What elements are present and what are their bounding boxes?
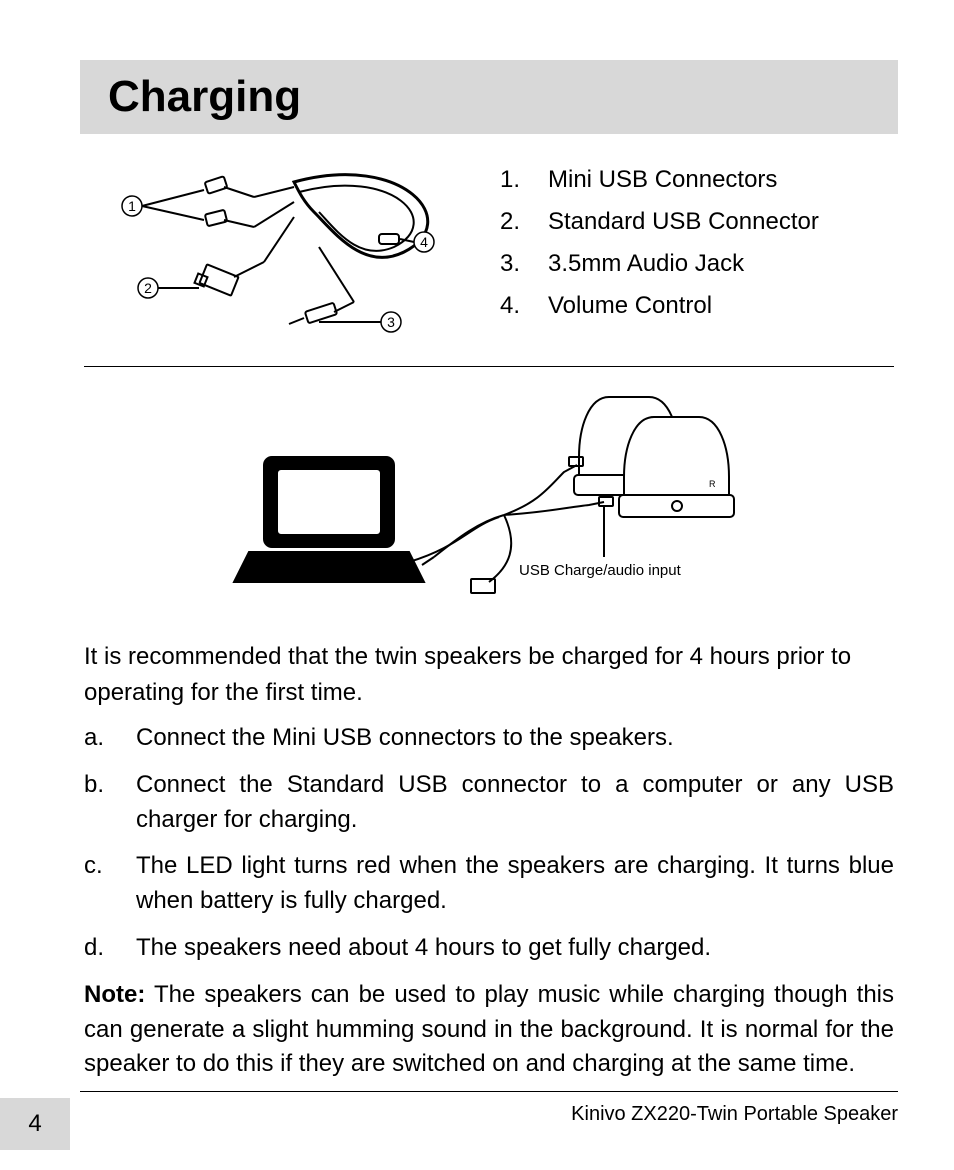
step-text: Connect the Mini USB connectors to the s… — [136, 721, 674, 756]
diagram-caption: USB Charge/audio input — [519, 562, 682, 579]
legend-label: Standard USB Connector — [548, 204, 819, 240]
cable-legend-section: 1 2 3 4 1. Mini USB Connectors 2. Standa… — [104, 162, 898, 342]
parts-legend: 1. Mini USB Connectors 2. Standard USB C… — [500, 162, 898, 330]
step-item: c. The LED light turns red when the spea… — [84, 849, 894, 919]
step-item: d. The speakers need about 4 hours to ge… — [84, 931, 894, 966]
page-number-value: 4 — [28, 1110, 41, 1138]
step-letter: d. — [84, 931, 136, 966]
legend-item: 3. 3.5mm Audio Jack — [500, 246, 898, 282]
step-text: The LED light turns red when the speaker… — [136, 849, 894, 919]
legend-label: 3.5mm Audio Jack — [548, 246, 744, 282]
legend-item: 4. Volume Control — [500, 288, 898, 324]
legend-num: 2. — [500, 204, 548, 240]
step-item: b. Connect the Standard USB connector to… — [84, 768, 894, 838]
step-text: The speakers need about 4 hours to get f… — [136, 931, 711, 966]
steps-list: a. Connect the Mini USB connectors to th… — [84, 721, 894, 966]
legend-label: Volume Control — [548, 288, 712, 324]
section-title-bar: Charging — [80, 60, 898, 134]
step-letter: c. — [84, 849, 136, 919]
legend-label: Mini USB Connectors — [548, 162, 777, 198]
step-letter: b. — [84, 768, 136, 838]
callout-1: 1 — [128, 198, 136, 214]
svg-text:R: R — [709, 479, 716, 489]
step-item: a. Connect the Mini USB connectors to th… — [84, 721, 894, 756]
page-number: 4 — [0, 1098, 70, 1150]
callout-4: 4 — [420, 234, 428, 250]
note-text: The speakers can be used to play music w… — [84, 981, 894, 1078]
callout-3: 3 — [387, 314, 395, 330]
step-text: Connect the Standard USB connector to a … — [136, 768, 894, 838]
connection-diagram: R USB Charge/audio input — [209, 387, 769, 617]
note-label: Note: — [84, 981, 145, 1008]
legend-num: 4. — [500, 288, 548, 324]
cable-diagram: 1 2 3 4 — [104, 162, 464, 342]
footer-rule — [80, 1091, 898, 1092]
section-divider — [84, 366, 894, 367]
intro-text: It is recommended that the twin speakers… — [84, 639, 894, 711]
legend-item: 1. Mini USB Connectors — [500, 162, 898, 198]
legend-num: 3. — [500, 246, 548, 282]
footer-product: Kinivo ZX220-Twin Portable Speaker — [571, 1103, 898, 1126]
section-title: Charging — [108, 72, 898, 122]
callout-2: 2 — [144, 280, 152, 296]
step-letter: a. — [84, 721, 136, 756]
note-paragraph: Note: The speakers can be used to play m… — [84, 978, 894, 1082]
legend-num: 1. — [500, 162, 548, 198]
legend-item: 2. Standard USB Connector — [500, 204, 898, 240]
